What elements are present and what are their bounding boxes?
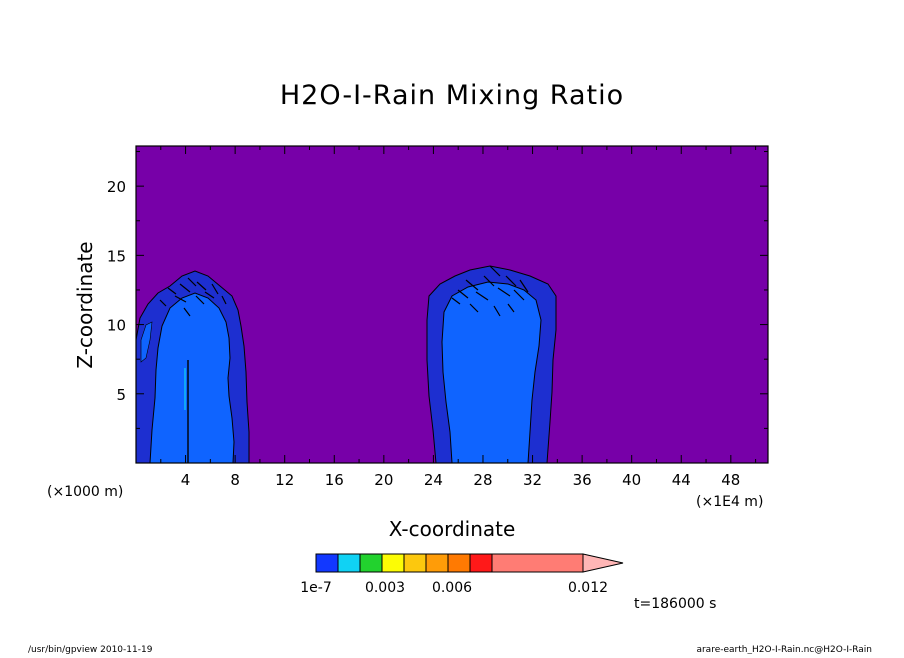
rain-cell-1-inner xyxy=(149,292,235,464)
y-tick-label: 5 xyxy=(116,386,126,404)
colorbar-labels: 1e-7 0.003 0.006 0.012 xyxy=(300,580,608,596)
y-tick-label: 10 xyxy=(107,317,126,335)
x-tick-label: 32 xyxy=(523,471,542,489)
y-axis-unit: (×1000 m) xyxy=(47,484,123,500)
footer-left: /usr/bin/gpview 2010-11-19 xyxy=(28,645,153,654)
time-label: t=186000 s xyxy=(634,596,716,612)
colorbar-extend-arrow xyxy=(582,553,624,573)
plot-area xyxy=(135,145,769,464)
x-tick-label: 20 xyxy=(374,471,393,489)
rain-cell-1-streaks xyxy=(159,277,227,317)
x-tick-label: 24 xyxy=(424,471,443,489)
colorbar-swatch xyxy=(315,553,339,573)
colorbar-swatch xyxy=(447,553,471,573)
rain-cell-1-inner-fill xyxy=(140,321,153,363)
x-tick-label: 28 xyxy=(473,471,492,489)
colorbar-swatch xyxy=(403,553,427,573)
x-tick-label: 8 xyxy=(230,471,240,489)
colorbar-swatch xyxy=(425,553,449,573)
rain-cell-2-streaks xyxy=(451,265,529,317)
x-tick-label: 48 xyxy=(721,471,740,489)
colorbar-label-3: 0.006 xyxy=(432,580,472,596)
x-axis: 4 8 12 16 20 24 28 32 36 40 44 48 xyxy=(160,146,757,489)
chart-title: H2O-I-Rain Mixing Ratio xyxy=(280,80,624,111)
x-axis-unit: (×1E4 m) xyxy=(696,494,763,510)
colorbar-label-4: 0.012 xyxy=(568,580,608,596)
footer-right: arare-earth_H2O-I-Rain.nc@H2O-I-Rain xyxy=(696,645,872,654)
colorbar-swatch xyxy=(491,553,584,573)
y-tick-label: 20 xyxy=(107,178,126,196)
y-axis: 5 10 15 20 xyxy=(107,151,768,429)
colorbar-swatch xyxy=(381,553,405,573)
colorbar-label-2: 0.003 xyxy=(365,580,405,596)
colorbar-swatch xyxy=(469,553,493,573)
y-tick-label: 15 xyxy=(107,247,126,265)
x-tick-label: 16 xyxy=(325,471,344,489)
y-axis-label: Z-coordinate xyxy=(73,241,97,368)
x-tick-label: 12 xyxy=(275,471,294,489)
x-tick-label: 36 xyxy=(573,471,592,489)
rain-cell-1-column xyxy=(184,360,189,463)
colorbar-label-1: 1e-7 xyxy=(300,580,331,596)
rain-cell-2-inner xyxy=(441,281,542,464)
colorbar xyxy=(315,553,624,573)
colorbar-swatch xyxy=(359,553,383,573)
x-tick-label: 44 xyxy=(672,471,691,489)
plot-frame xyxy=(135,145,769,464)
x-tick-label: 4 xyxy=(181,471,191,489)
x-tick-label: 40 xyxy=(622,471,641,489)
colorbar-swatch xyxy=(337,553,361,573)
x-axis-label: X-coordinate xyxy=(389,517,516,541)
